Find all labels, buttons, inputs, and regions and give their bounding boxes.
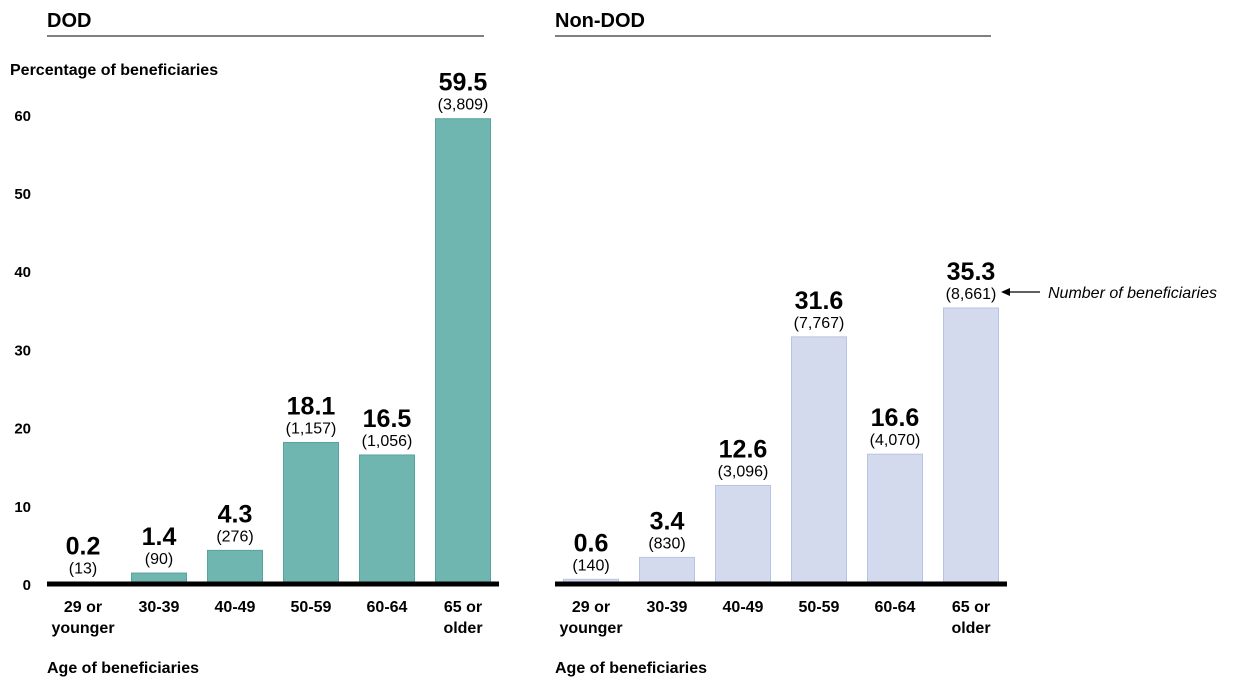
y-tick-label: 30 [14, 342, 31, 359]
chart-panel-non-dod: Non-DOD (140)0.6 29 or younger (830)3.4 30-39… [555, 10, 1007, 677]
y-axis-label: Percentage of beneficiaries [10, 62, 218, 79]
x-tick-label: older [443, 620, 482, 637]
x-tick-label: 50-59 [799, 599, 840, 616]
x-tick-label: 30-39 [647, 599, 688, 616]
y-tick-label: 50 [14, 186, 31, 203]
panel-title: Non-DOD [555, 10, 645, 32]
bar [867, 453, 923, 585]
bar [715, 484, 771, 585]
x-tick-label: 40-49 [723, 599, 764, 616]
x-tick-label: older [951, 620, 990, 637]
x-tick-label: 30-39 [139, 599, 180, 616]
bar-count-label: (8,661) [946, 286, 997, 303]
bar-value-label: 31.6 [795, 287, 844, 315]
annotation-label: Number of beneficiaries [1048, 285, 1217, 302]
bar [791, 336, 847, 585]
bar-value-label: 16.6 [871, 404, 920, 432]
x-tick-label: 29 or [572, 599, 610, 616]
x-tick-label: 29 or [64, 599, 102, 616]
bar-count-label: (90) [145, 551, 173, 568]
bar-count-label: (3,096) [718, 463, 769, 480]
x-tick-label: 60-64 [367, 599, 408, 616]
x-tick-label: 65 or [444, 599, 482, 616]
bar-count-label: (7,767) [794, 315, 845, 332]
x-axis-label: Age of beneficiaries [47, 660, 199, 677]
bar-value-label: 35.3 [947, 258, 996, 286]
bar-value-label: 4.3 [218, 500, 253, 528]
bar-value-label: 0.6 [574, 529, 609, 557]
bar-value-label: 18.1 [287, 392, 336, 420]
x-tick-label: 50-59 [291, 599, 332, 616]
bar-value-label: 1.4 [142, 523, 177, 551]
x-tick-label: younger [559, 620, 622, 637]
x-axis-label: Age of beneficiaries [555, 660, 707, 677]
bar [283, 441, 339, 585]
bar [207, 549, 263, 585]
x-tick-label: younger [51, 620, 114, 637]
y-tick-label: 20 [14, 421, 31, 438]
bar-count-label: (830) [648, 535, 685, 552]
x-tick-label: 40-49 [215, 599, 256, 616]
x-tick-label: 65 or [952, 599, 990, 616]
bar-count-label: (4,070) [870, 432, 921, 449]
y-tick-label: 40 [14, 264, 31, 281]
y-tick-label: 10 [14, 499, 31, 516]
bar-value-label: 16.5 [363, 405, 412, 433]
chart-panel-dod: DOD Percentage of beneficiaries 0 10 20 30 40 5… [10, 10, 499, 677]
bar-count-label: (276) [216, 528, 253, 545]
bar-count-label: (1,157) [286, 420, 337, 437]
bar [435, 118, 491, 585]
bar-count-label: (140) [572, 557, 609, 574]
bar-value-label: 3.4 [650, 507, 685, 535]
bar [359, 454, 415, 585]
bar-count-label: (13) [69, 560, 97, 577]
y-tick-label: 60 [14, 108, 31, 125]
annotation: Number of beneficiaries [1001, 285, 1217, 302]
bar [943, 307, 999, 585]
annotation-arrow-head [1001, 288, 1010, 296]
bar-count-label: (3,809) [438, 97, 489, 114]
panel-title: DOD [47, 10, 91, 32]
bar-value-label: 0.2 [66, 532, 101, 560]
bar [639, 556, 695, 585]
bar-value-label: 12.6 [719, 435, 768, 463]
bar-count-label: (1,056) [362, 433, 413, 450]
bar-value-label: 59.5 [439, 69, 488, 97]
x-tick-label: 60-64 [875, 599, 916, 616]
y-tick-label: 0 [23, 577, 31, 594]
